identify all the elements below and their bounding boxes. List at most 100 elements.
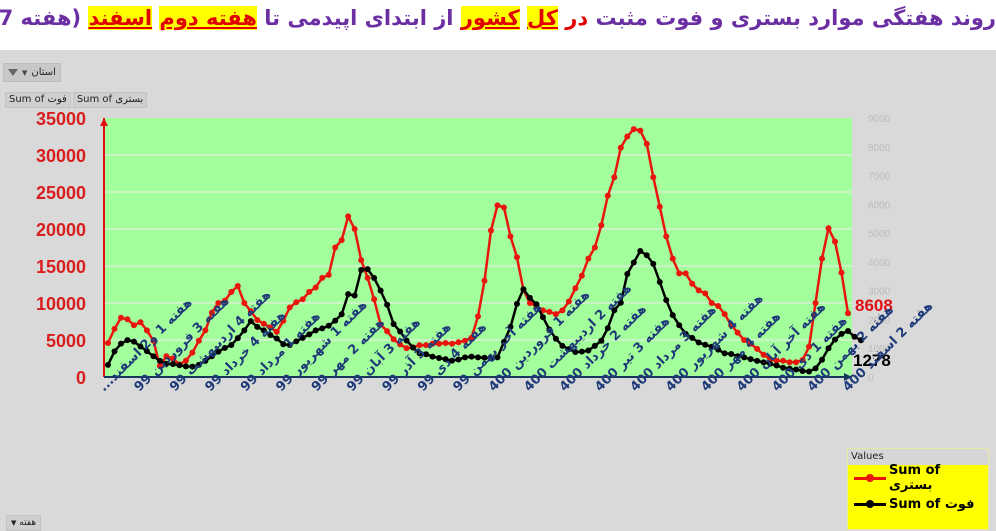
data-point[interactable]	[767, 356, 774, 363]
data-point[interactable]	[351, 226, 358, 232]
data-point[interactable]	[500, 204, 507, 211]
data-point[interactable]	[130, 322, 137, 329]
data-point[interactable]	[773, 362, 780, 369]
data-point[interactable]	[286, 304, 293, 311]
data-point[interactable]	[669, 255, 676, 262]
data-point[interactable]	[182, 363, 189, 370]
data-point[interactable]	[760, 351, 767, 358]
data-point[interactable]	[345, 291, 352, 298]
data-point[interactable]	[234, 335, 241, 342]
data-point[interactable]	[819, 356, 826, 363]
data-point[interactable]	[143, 348, 150, 355]
data-point[interactable]	[150, 353, 157, 360]
data-point[interactable]	[351, 292, 358, 299]
data-point[interactable]	[306, 331, 313, 338]
data-point[interactable]	[299, 334, 306, 341]
data-point[interactable]	[390, 321, 397, 328]
data-point[interactable]	[410, 344, 417, 351]
data-point[interactable]	[533, 301, 540, 308]
data-point[interactable]	[215, 348, 222, 355]
data-point[interactable]	[455, 339, 462, 346]
data-point[interactable]	[150, 337, 157, 344]
data-point[interactable]	[656, 203, 663, 210]
data-point[interactable]	[747, 340, 754, 347]
province-filter-button[interactable]: ▼ استان	[3, 63, 61, 82]
data-point[interactable]	[202, 327, 209, 334]
data-point[interactable]	[650, 174, 657, 181]
data-point[interactable]	[702, 290, 709, 297]
data-point[interactable]	[598, 222, 605, 229]
data-point[interactable]	[241, 327, 248, 334]
data-point[interactable]	[436, 355, 443, 362]
data-point[interactable]	[423, 351, 430, 358]
data-point[interactable]	[345, 213, 352, 220]
data-point[interactable]	[702, 341, 709, 348]
data-point[interactable]	[163, 360, 170, 367]
data-point[interactable]	[481, 277, 488, 284]
data-point[interactable]	[221, 297, 228, 304]
data-point[interactable]	[267, 331, 274, 338]
data-point[interactable]	[449, 357, 456, 364]
week-axis-field-button[interactable]: ▼ هفته	[6, 515, 42, 531]
data-point[interactable]	[526, 294, 533, 301]
data-point[interactable]	[215, 300, 222, 306]
data-point[interactable]	[656, 279, 663, 286]
data-point[interactable]	[163, 353, 170, 360]
data-point[interactable]	[630, 126, 637, 133]
data-point[interactable]	[630, 259, 637, 266]
data-point[interactable]	[786, 359, 793, 366]
data-point[interactable]	[760, 359, 767, 366]
data-point[interactable]	[260, 327, 267, 334]
data-point[interactable]	[429, 340, 436, 347]
data-point[interactable]	[247, 318, 254, 325]
data-point[interactable]	[832, 336, 839, 343]
data-point[interactable]	[572, 348, 579, 355]
data-point[interactable]	[384, 301, 391, 308]
data-point[interactable]	[156, 357, 163, 364]
data-point[interactable]	[812, 365, 819, 372]
field-button-hospitalized[interactable]: Sum of بستری	[72, 92, 148, 108]
data-point[interactable]	[747, 356, 754, 363]
data-point[interactable]	[786, 365, 793, 372]
data-point[interactable]	[754, 357, 761, 364]
data-point[interactable]	[773, 357, 780, 364]
data-point[interactable]	[559, 307, 566, 314]
data-point[interactable]	[403, 345, 410, 352]
data-point[interactable]	[332, 317, 339, 324]
data-point[interactable]	[117, 340, 124, 347]
data-point[interactable]	[500, 338, 507, 345]
data-point[interactable]	[358, 257, 365, 264]
data-point[interactable]	[416, 350, 423, 357]
data-point[interactable]	[708, 343, 715, 350]
data-point[interactable]	[591, 342, 598, 349]
data-point[interactable]	[734, 329, 741, 336]
data-point[interactable]	[812, 300, 819, 306]
data-point[interactable]	[780, 357, 787, 364]
data-point[interactable]	[364, 266, 371, 273]
data-point[interactable]	[494, 202, 501, 209]
data-point[interactable]	[721, 311, 728, 318]
data-point[interactable]	[377, 321, 384, 328]
data-point[interactable]	[676, 270, 683, 277]
data-point[interactable]	[195, 361, 202, 368]
data-point[interactable]	[682, 270, 689, 277]
data-point[interactable]	[455, 356, 462, 363]
data-point[interactable]	[832, 238, 839, 245]
data-point[interactable]	[208, 353, 215, 360]
data-point[interactable]	[838, 269, 845, 276]
data-point[interactable]	[767, 360, 774, 367]
data-point[interactable]	[228, 288, 235, 295]
data-point[interactable]	[247, 308, 254, 315]
data-point[interactable]	[741, 354, 748, 361]
data-point[interactable]	[286, 342, 293, 349]
data-point[interactable]	[462, 354, 469, 361]
data-point[interactable]	[669, 312, 676, 319]
data-point[interactable]	[442, 356, 449, 363]
data-point[interactable]	[825, 345, 832, 352]
data-point[interactable]	[208, 309, 215, 316]
data-point[interactable]	[273, 328, 280, 335]
data-point[interactable]	[806, 368, 813, 375]
data-point[interactable]	[728, 350, 735, 357]
data-point[interactable]	[695, 287, 702, 294]
data-point[interactable]	[663, 297, 670, 304]
